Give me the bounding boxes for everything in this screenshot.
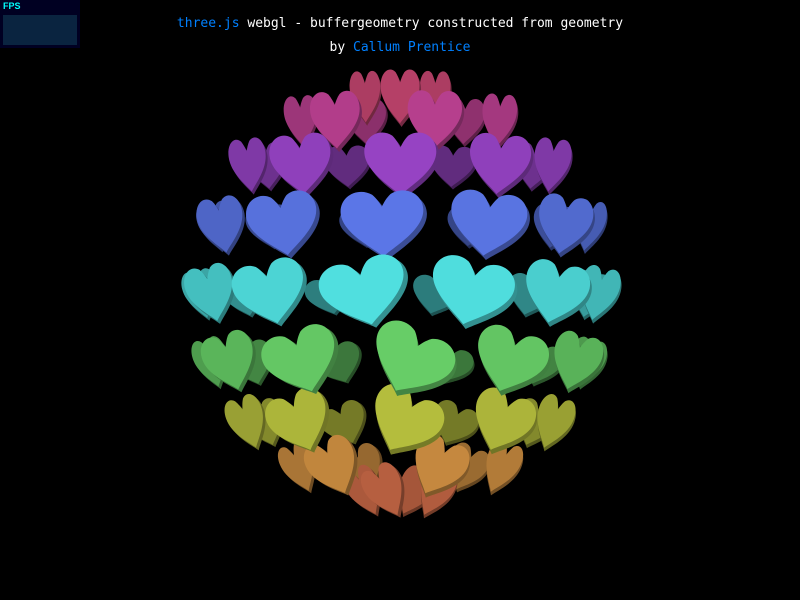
heart-mesh-61 (243, 187, 327, 264)
heart-mesh-67 (445, 187, 533, 266)
demo-description: webgl - buffergeometry constructed from … (239, 16, 624, 31)
heart-mesh-64 (227, 253, 317, 335)
heart-mesh-68 (339, 189, 429, 262)
by-prefix: by (329, 40, 354, 55)
heart-mesh-41 (530, 136, 575, 198)
heart-mesh-63 (364, 132, 440, 200)
heart-mesh-58 (267, 131, 338, 201)
heart-mesh-47 (193, 193, 252, 260)
fps-label: FPS (3, 1, 21, 11)
heart-mesh-42 (226, 136, 273, 198)
heart-mesh-65 (465, 320, 556, 408)
fps-stats-panel[interactable]: FPS (0, 0, 80, 48)
threejs-link[interactable]: three.js (176, 16, 240, 31)
info-line-2: by Callum Prentice (0, 36, 800, 60)
heart-sphere (178, 69, 625, 527)
fps-graph (3, 15, 77, 45)
info-line-1: three.js webgl - buffergeometry construc… (0, 12, 800, 36)
author-link[interactable]: Callum Prentice (353, 40, 471, 55)
info-overlay: three.js webgl - buffergeometry construc… (0, 12, 800, 60)
